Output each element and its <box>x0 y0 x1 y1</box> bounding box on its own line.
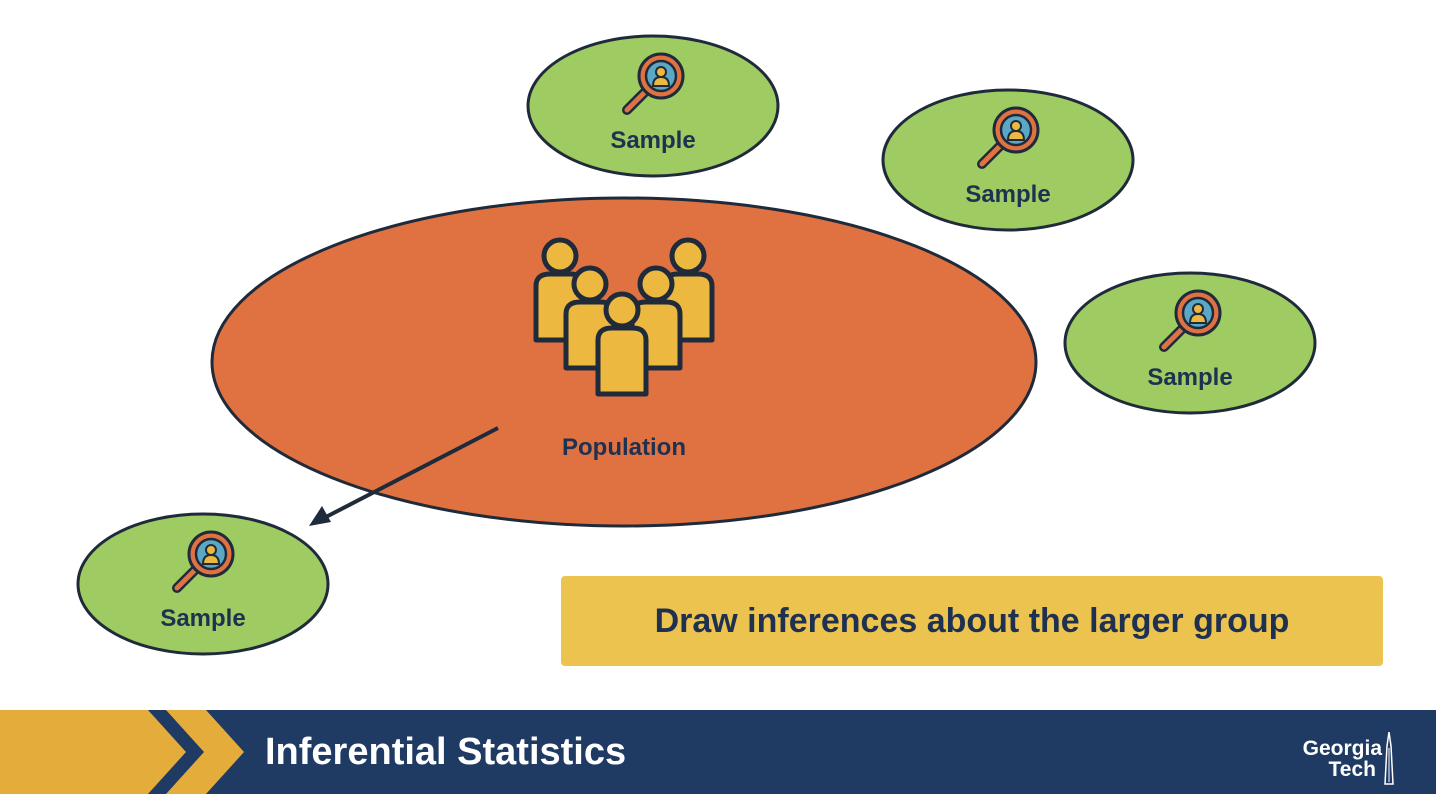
footer-bar: Inferential Statistics Georgia Tech <box>0 710 1436 794</box>
sampling-arrow <box>309 426 499 526</box>
logo-line1: Georgia <box>1302 737 1382 760</box>
sample-ellipse: Sample <box>881 88 1135 232</box>
callout-text: Draw inferences about the larger group <box>654 601 1290 640</box>
sample-ellipse: Sample <box>526 34 780 178</box>
tech-tower-icon <box>1384 732 1394 785</box>
population-label: Population <box>562 434 686 461</box>
sample-ellipse: Sample <box>1063 271 1317 415</box>
sample-label: Sample <box>610 127 695 154</box>
inference-callout: Draw inferences about the larger group <box>561 576 1383 666</box>
chevron-banner-icon <box>0 710 244 794</box>
sample-label: Sample <box>1147 364 1232 391</box>
sample-label: Sample <box>160 605 245 632</box>
sample-label: Sample <box>965 181 1050 208</box>
sample-ellipse: Sample <box>76 512 330 656</box>
logo-line2: Tech <box>1328 758 1376 781</box>
slide-title: Inferential Statistics <box>265 730 627 773</box>
georgia-tech-logo: Georgia Tech <box>1272 738 1382 788</box>
